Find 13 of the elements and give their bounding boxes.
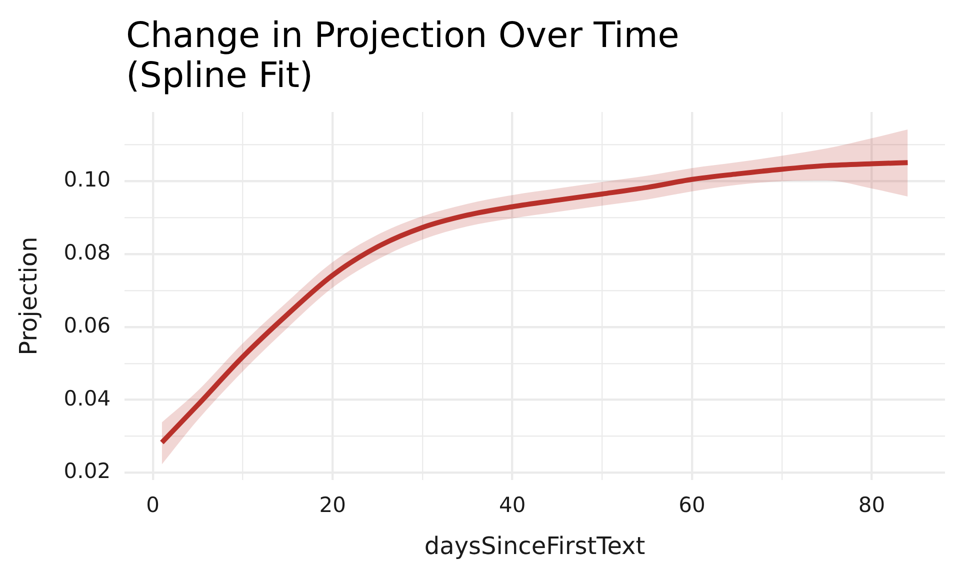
x-tick-label: 20	[319, 493, 346, 518]
chart-title: Change in Projection Over Time (Spline Fit)	[126, 16, 680, 96]
x-tick-label: 0	[146, 493, 160, 518]
y-tick-label: 0.02	[64, 459, 111, 484]
x-tick-label: 80	[858, 493, 886, 518]
y-tick-label: 0.06	[64, 313, 111, 338]
y-tick-label: 0.10	[64, 168, 111, 192]
y-tick-label: 0.08	[64, 240, 111, 265]
x-tick-label: 40	[498, 493, 526, 518]
x-axis-title: daysSinceFirstText	[424, 532, 646, 560]
x-tick-label: 60	[678, 493, 706, 518]
y-tick-label: 0.04	[64, 386, 111, 410]
y-axis-title: Projection	[14, 236, 43, 356]
